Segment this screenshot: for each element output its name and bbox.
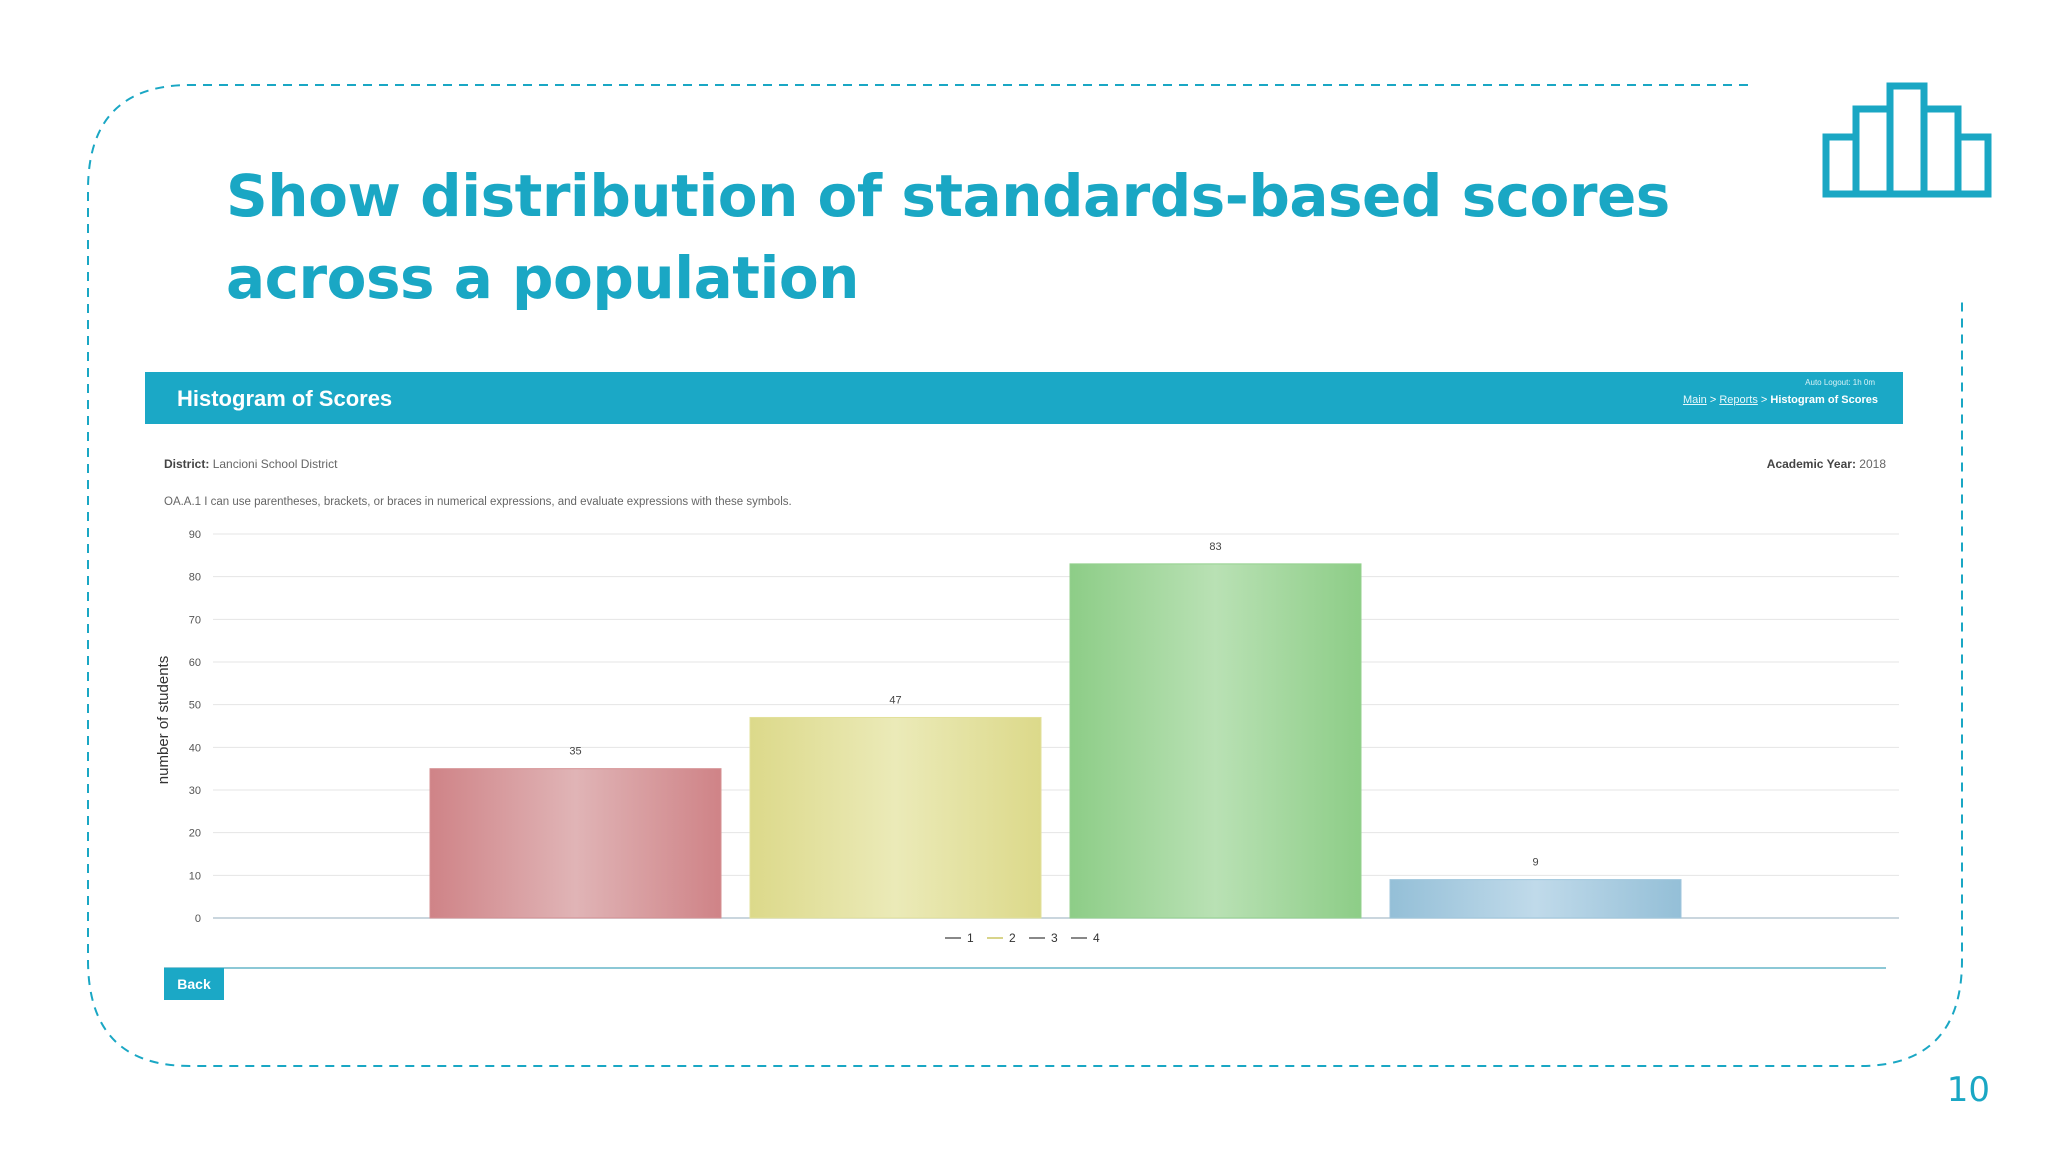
bar-category-4[interactable] [1389, 879, 1682, 919]
bar-category-2[interactable] [749, 716, 1042, 919]
y-tick-label: 50 [189, 700, 201, 712]
back-button[interactable]: Back [164, 968, 224, 1000]
y-tick-label: 70 [189, 614, 201, 626]
breadcrumb-current: Histogram of Scores [1770, 394, 1878, 406]
legend-label: 2 [1009, 931, 1016, 945]
y-tick-label: 30 [189, 785, 201, 797]
breadcrumb-main-link[interactable]: Main [1682, 394, 1707, 406]
year-label: Academic Year: [1766, 457, 1856, 471]
bar-series [429, 563, 1682, 919]
district-label: District: [164, 457, 210, 471]
y-tick-label: 40 [189, 742, 201, 754]
logout-timer: Auto Logout: 1h 0m [1805, 378, 1875, 387]
standard-description: OA.A.1 I can use parentheses, brackets, … [164, 496, 792, 508]
y-tick-label: 60 [189, 657, 201, 669]
y-tick-label: 20 [189, 828, 201, 840]
bar-category-1[interactable] [429, 768, 722, 919]
district-value: Lancioni School District [212, 457, 338, 471]
divider [164, 967, 1886, 969]
legend-item-1[interactable]: 1 [945, 931, 974, 945]
panel-title: Histogram of Scores [177, 386, 393, 411]
y-tick-label: 80 [189, 572, 201, 584]
breadcrumb: Main > Reports > Histogram of Scores [1683, 394, 1878, 406]
legend-item-2[interactable]: 2 [987, 931, 1016, 945]
district-info: District: Lancioni School District [164, 457, 337, 471]
chart-legend: 1 2 3 4 [945, 931, 1100, 945]
bar-chart-icon [1822, 82, 1992, 198]
legend-item-4[interactable]: 4 [1071, 931, 1100, 945]
legend-label: 3 [1051, 931, 1058, 945]
bar-value-label: 9 [1532, 857, 1538, 869]
breadcrumb-reports-link[interactable]: Reports [1719, 394, 1758, 406]
y-tick-label: 90 [189, 529, 201, 541]
legend-item-3[interactable]: 3 [1029, 931, 1058, 945]
bar-value-label: 47 [889, 694, 901, 706]
legend-label: 1 [967, 931, 974, 945]
histogram-screenshot: Histogram of Scores Auto Logout: 1h 0m M… [145, 372, 1903, 1012]
breadcrumb-separator: > [1706, 394, 1720, 406]
y-tick-label: 10 [189, 870, 201, 882]
breadcrumb-separator: > [1757, 394, 1771, 406]
y-axis-ticks: 0 10 20 30 40 50 60 70 80 90 [189, 529, 201, 925]
academic-year-info: Academic Year: 2018 [1767, 457, 1886, 471]
slide-title-line1: Show distribution of standards-based sco… [226, 162, 1670, 230]
page-number: 10 [1946, 1070, 1990, 1110]
y-axis-label: number of students [155, 656, 172, 784]
year-value: 2018 [1859, 457, 1886, 471]
bar-data-labels: 35 47 83 9 [569, 541, 1538, 869]
histogram-chart: 0 10 20 30 40 50 60 70 80 90 number of students 3… [155, 529, 1899, 945]
legend-label: 4 [1093, 931, 1100, 945]
panel-header: Histogram of Scores Auto Logout: 1h 0m M… [145, 372, 1903, 424]
bar-category-3[interactable] [1069, 563, 1362, 919]
slide-title-line2: across a population [226, 244, 859, 312]
bar-value-label: 83 [1209, 541, 1221, 553]
slide-title: Show distribution of standards-based sco… [226, 155, 1766, 319]
bar-value-label: 35 [569, 746, 581, 758]
y-tick-label: 0 [195, 913, 201, 925]
